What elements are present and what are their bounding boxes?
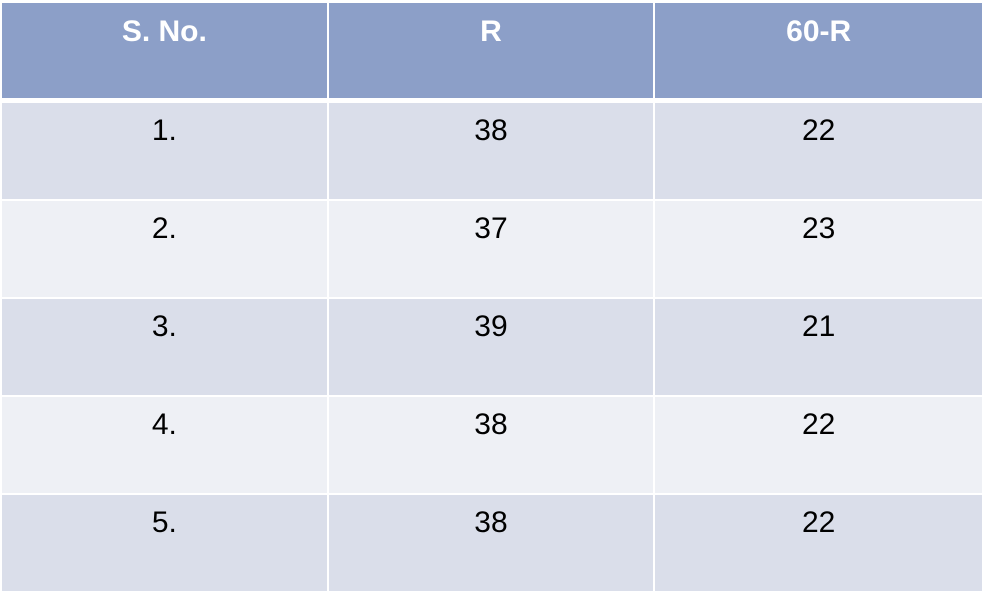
table-row: 4. 38 22 [2, 397, 982, 495]
header-r: R [328, 3, 656, 103]
table-row: 1. 38 22 [2, 103, 982, 201]
cell-serial-number: 4. [2, 397, 329, 495]
table-row: 3. 39 21 [2, 299, 982, 397]
cell-r: 38 [328, 397, 656, 495]
cell-60-minus-r: 21 [655, 299, 982, 397]
cell-serial-number: 3. [2, 299, 329, 397]
header-60-minus-r: 60-R [655, 3, 982, 103]
header-row: S. No. R 60-R [2, 3, 982, 103]
cell-serial-number: 2. [2, 201, 329, 299]
cell-r: 37 [328, 201, 656, 299]
cell-60-minus-r: 23 [655, 201, 982, 299]
cell-r: 38 [328, 495, 656, 591]
table-header: S. No. R 60-R [2, 3, 982, 103]
table-row: 5. 38 22 [2, 495, 982, 591]
data-table: S. No. R 60-R 1. 38 22 2. 37 23 3. 39 21 [2, 3, 982, 591]
cell-r: 39 [328, 299, 656, 397]
cell-60-minus-r: 22 [655, 397, 982, 495]
data-table-container: S. No. R 60-R 1. 38 22 2. 37 23 3. 39 21 [2, 3, 982, 591]
cell-serial-number: 1. [2, 103, 329, 201]
header-serial-number: S. No. [2, 3, 329, 103]
cell-60-minus-r: 22 [655, 495, 982, 591]
table-row: 2. 37 23 [2, 201, 982, 299]
cell-60-minus-r: 22 [655, 103, 982, 201]
cell-r: 38 [328, 103, 656, 201]
table-body: 1. 38 22 2. 37 23 3. 39 21 4. 38 22 5. 3 [2, 103, 982, 591]
cell-serial-number: 5. [2, 495, 329, 591]
